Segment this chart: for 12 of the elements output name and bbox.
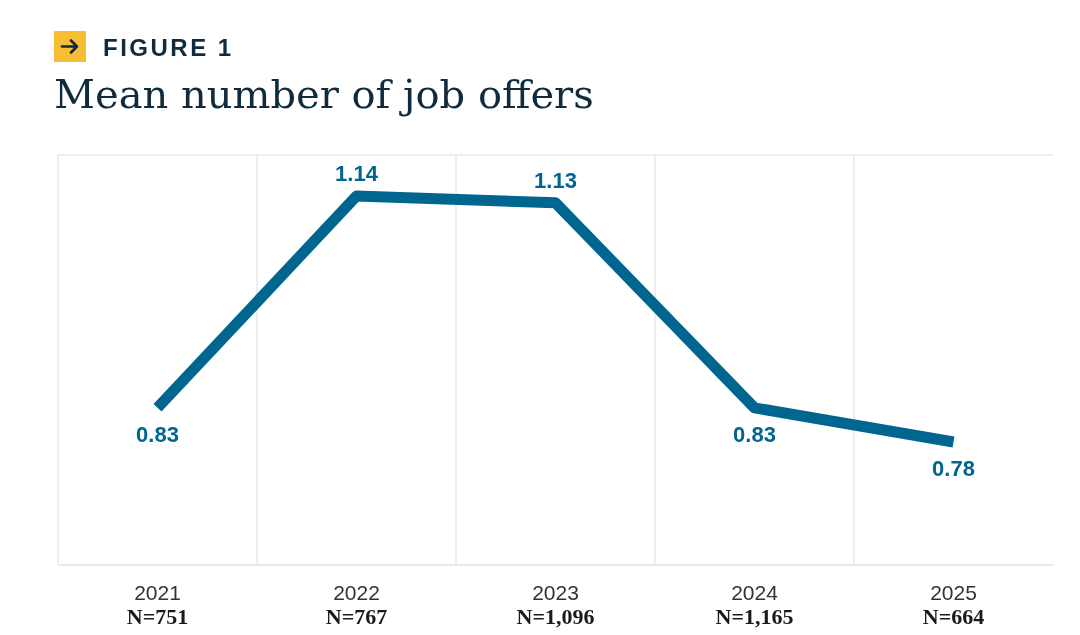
data-label: 0.83 (733, 421, 776, 447)
data-label: 0.78 (932, 456, 975, 481)
x-tick-label: 2023 N=1,096 (516, 581, 595, 629)
chart-title: Mean number of job offers (54, 71, 594, 117)
x-tick-label: 2021 N=751 (126, 581, 189, 629)
data-label: 1.14 (335, 161, 379, 186)
x-tick-label: 2025 N=664 (922, 581, 985, 629)
data-label: 0.83 (136, 421, 179, 447)
caption: FIGURE 1 (103, 34, 234, 61)
x-tick-label: 2022 N=767 (325, 581, 388, 629)
x-tick-label: 2024 N=1,165 (715, 581, 794, 629)
data-label: 1.13 (534, 167, 577, 193)
